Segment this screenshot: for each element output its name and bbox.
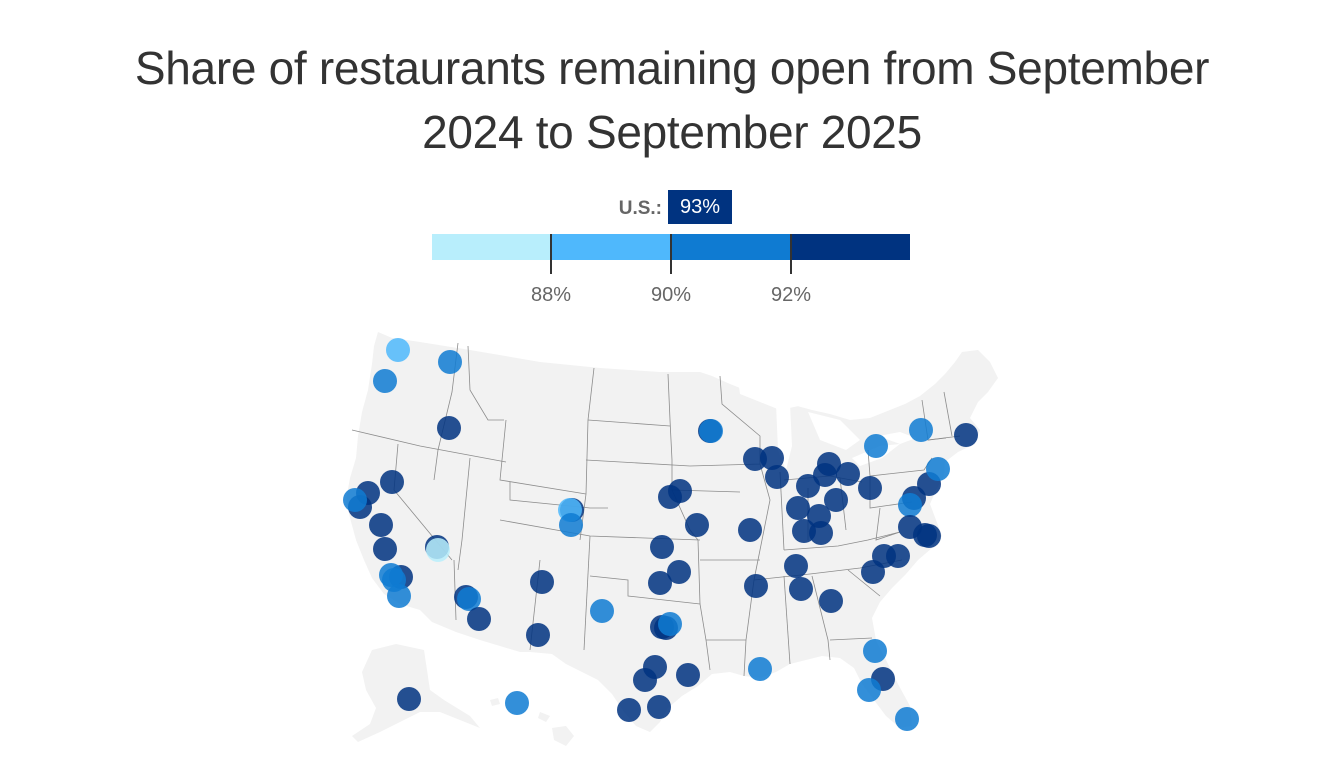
legend-tick-92 <box>790 234 792 274</box>
marker-anchorage[interactable] <box>397 687 421 711</box>
marker-san-diego[interactable] <box>387 584 411 608</box>
legend-tick-88 <box>550 234 552 274</box>
chart-title-line-2: 2024 to September 2025 <box>422 106 922 158</box>
legend-tick-label-88: 88% <box>530 284 572 306</box>
marker-albuquerque[interactable] <box>530 570 554 594</box>
marker-jacksonville[interactable] <box>863 639 887 663</box>
legend-segment-low <box>551 234 671 260</box>
marker-south-bend[interactable] <box>796 474 820 498</box>
metro-markers <box>343 338 978 731</box>
marker-nashville[interactable] <box>784 554 808 578</box>
marker-lincoln[interactable] <box>658 485 682 509</box>
marker-tucson[interactable] <box>467 607 491 631</box>
marker-wichita[interactable] <box>650 535 674 559</box>
marker-milwaukee[interactable] <box>760 446 784 470</box>
marker-madison[interactable] <box>743 447 767 471</box>
marker-laredo[interactable] <box>617 698 641 722</box>
legend-segment-highest <box>791 234 910 260</box>
marker-el-paso[interactable] <box>526 623 550 647</box>
marker-oklahoma-city[interactable] <box>648 571 672 595</box>
national-value-badge: 93% <box>668 190 732 224</box>
chart-title-line-1: Share of restaurants remaining open from… <box>134 42 1210 94</box>
marker-boise[interactable] <box>437 416 461 440</box>
marker-corpus-christi[interactable] <box>647 695 671 719</box>
marker-indianapolis[interactable] <box>786 496 810 520</box>
marker-seattle[interactable] <box>386 338 410 362</box>
marker-lubbock[interactable] <box>590 599 614 623</box>
marker-honolulu[interactable] <box>505 691 529 715</box>
marker-boston[interactable] <box>954 423 978 447</box>
marker-cleveland[interactable] <box>858 476 882 500</box>
marker-minneapolis-b[interactable] <box>699 419 723 443</box>
marker-las-vegas-b[interactable] <box>426 538 450 562</box>
marker-bakersfield[interactable] <box>373 537 397 561</box>
marker-st-louis[interactable] <box>738 518 762 542</box>
marker-san-antonio[interactable] <box>633 668 657 692</box>
marker-virginia-beach[interactable] <box>917 524 941 548</box>
color-legend <box>432 234 910 260</box>
legend-tick-90 <box>670 234 672 274</box>
marker-houston[interactable] <box>676 663 700 687</box>
marker-portland[interactable] <box>373 369 397 393</box>
marker-columbus[interactable] <box>824 488 848 512</box>
chart-title: Share of restaurants remaining open from… <box>0 36 1344 164</box>
state-borders <box>351 342 961 677</box>
marker-hartford[interactable] <box>926 457 950 481</box>
marker-colorado-springs[interactable] <box>559 513 583 537</box>
marker-miami[interactable] <box>895 707 919 731</box>
marker-spokane[interactable] <box>438 350 462 374</box>
marker-raleigh[interactable] <box>886 544 910 568</box>
legend-segment-lowest <box>432 234 551 260</box>
marker-fresno[interactable] <box>369 513 393 537</box>
marker-tampa[interactable] <box>857 678 881 702</box>
marker-birmingham[interactable] <box>789 577 813 601</box>
marker-charlotte[interactable] <box>861 560 885 584</box>
marker-lansing[interactable] <box>813 463 837 487</box>
marker-tulsa[interactable] <box>667 560 691 584</box>
marker-chicago[interactable] <box>765 465 789 489</box>
legend-tick-label-92: 92% <box>770 284 812 306</box>
marker-detroit[interactable] <box>836 462 860 486</box>
marker-reno[interactable] <box>380 470 404 494</box>
marker-kansas-city[interactable] <box>685 513 709 537</box>
legend-segment-high <box>671 234 791 260</box>
marker-buffalo[interactable] <box>864 434 888 458</box>
national-label: U.S.: <box>618 198 662 219</box>
marker-new-orleans[interactable] <box>748 657 772 681</box>
legend-tick-label-90: 90% <box>650 284 692 306</box>
marker-albany[interactable] <box>909 418 933 442</box>
marker-lexington[interactable] <box>809 521 833 545</box>
marker-fort-worth[interactable] <box>658 612 682 636</box>
marker-phoenix-b[interactable] <box>457 587 481 611</box>
marker-atlanta[interactable] <box>819 589 843 613</box>
marker-baltimore[interactable] <box>898 493 922 517</box>
marker-san-francisco[interactable] <box>343 488 367 512</box>
marker-memphis[interactable] <box>744 574 768 598</box>
hawaii-shape <box>490 698 574 746</box>
